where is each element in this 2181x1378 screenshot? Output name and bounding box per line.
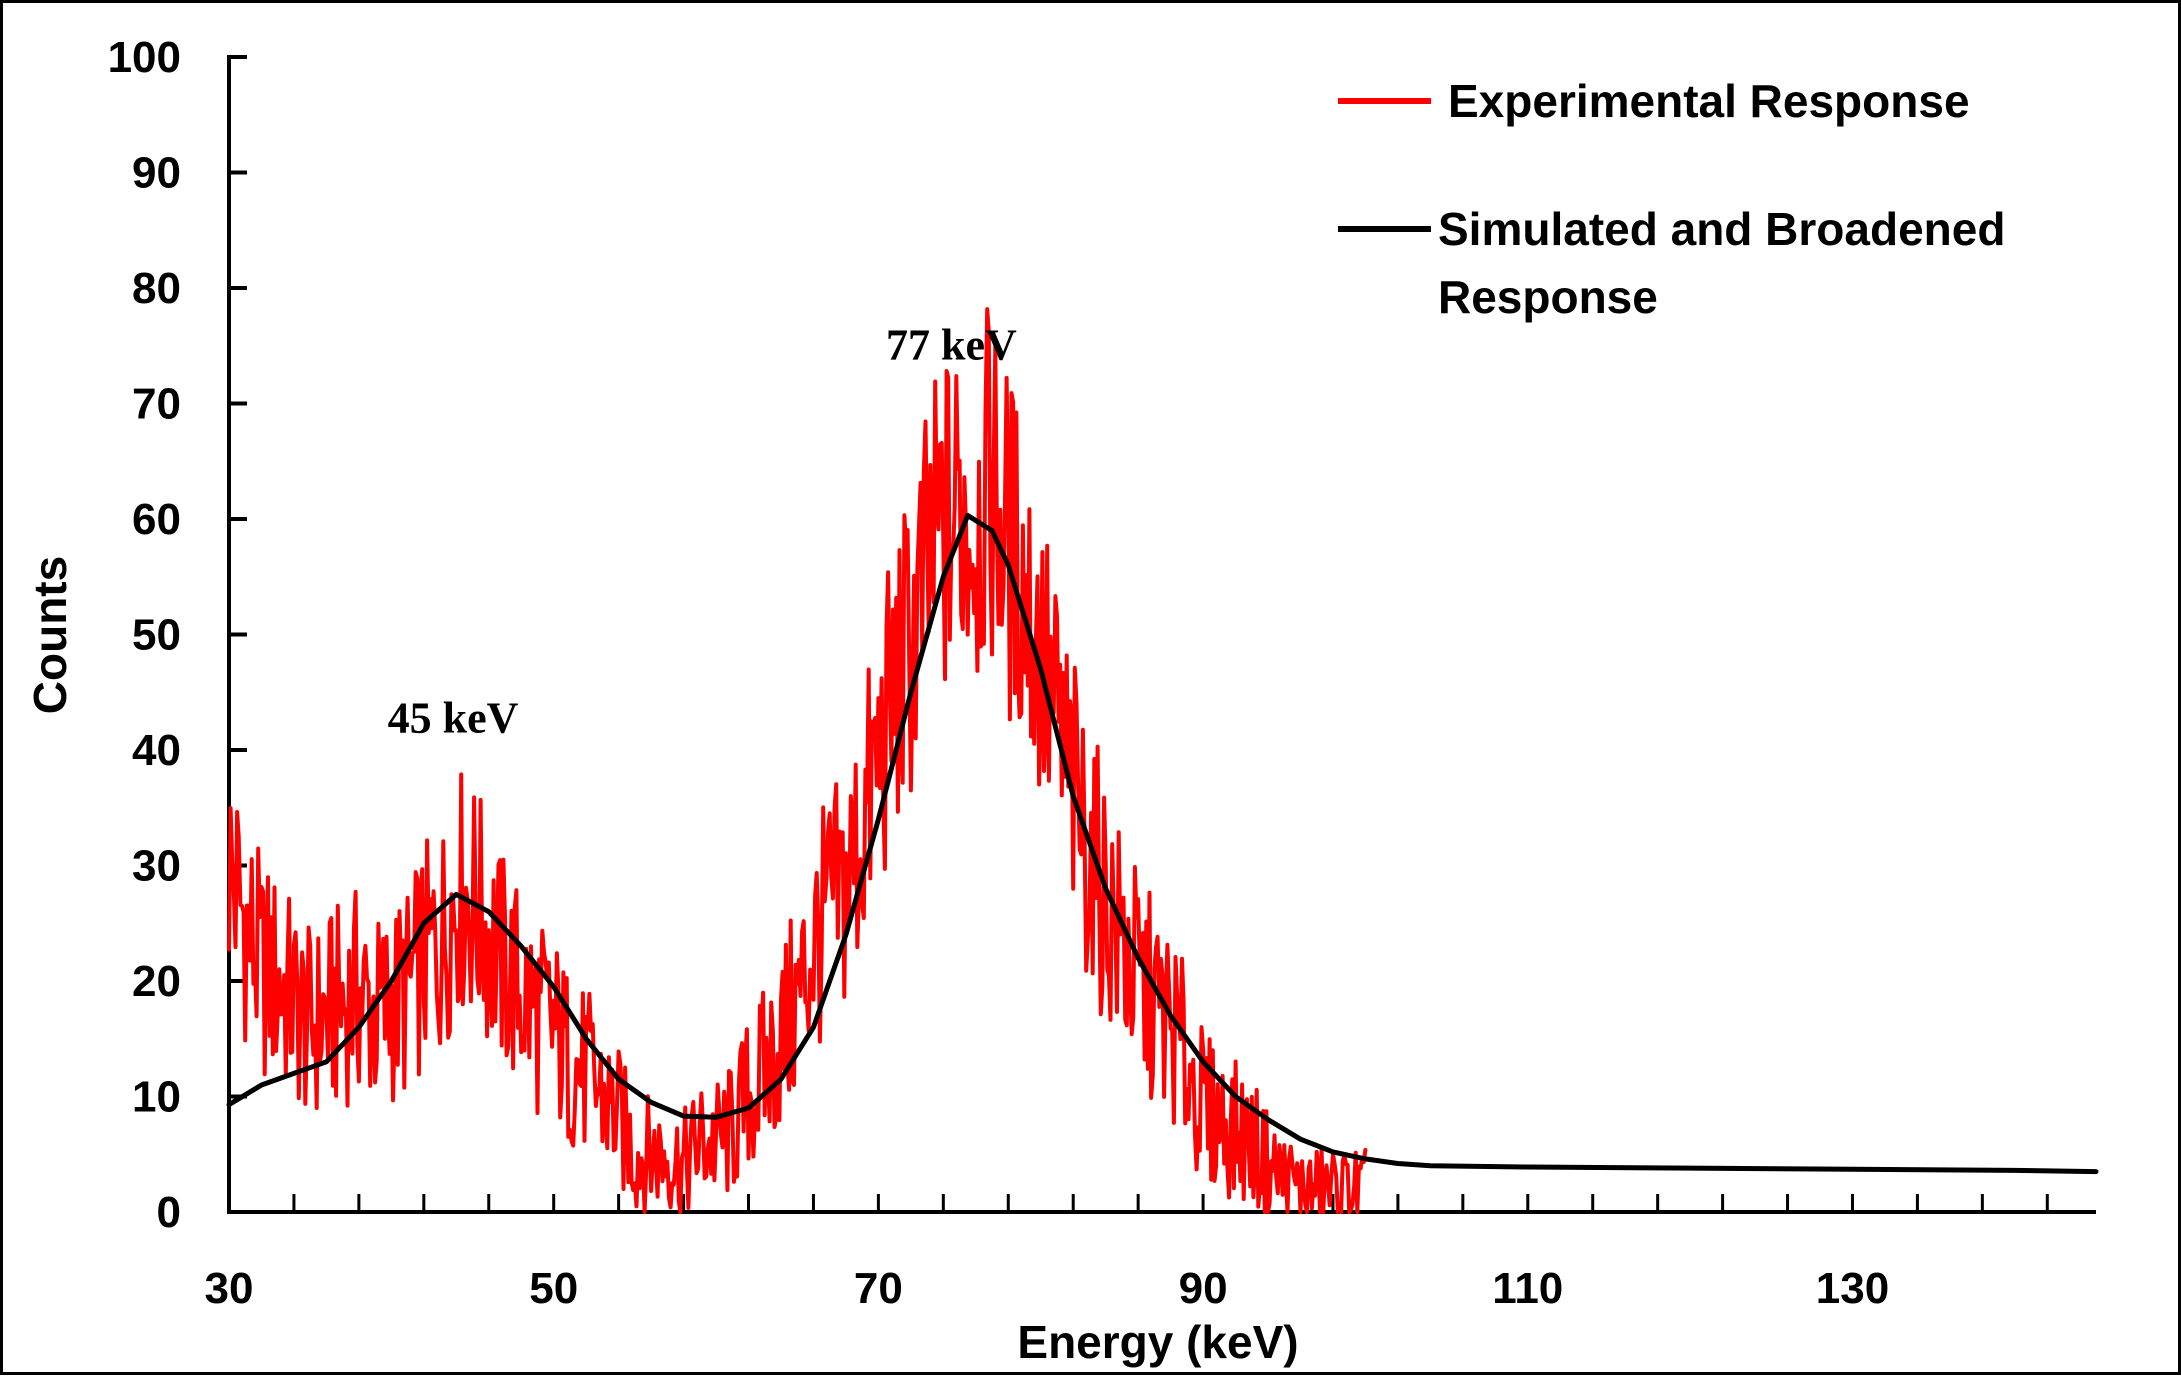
series-simulated-line — [226, 513, 2099, 1175]
legend-label: Experimental Response — [1448, 75, 1970, 127]
x-tick-label: 90 — [1179, 1264, 1228, 1313]
series-experimental-line — [227, 307, 1368, 1214]
x-tick-label: 50 — [529, 1264, 578, 1313]
y-tick-label: 70 — [132, 380, 181, 429]
y-tick-label: 80 — [132, 264, 181, 313]
tick-labels: 0 10 20 30 40 50 60 70 80 90 100 30 50 70 90 110 130 — [108, 33, 1890, 1313]
peak-annotation: 77 keV — [886, 321, 1017, 370]
spectrum-chart: 0 10 20 30 40 50 60 70 80 90 100 30 50 70 90 110 130 45 … — [24, 33, 2099, 1368]
x-axis-title: Energy (keV) — [1017, 1316, 1298, 1368]
x-tick-label: 30 — [205, 1264, 254, 1313]
y-tick-label: 50 — [132, 611, 181, 660]
legend-label: Response — [1438, 271, 1658, 323]
peak-annotation: 45 keV — [388, 694, 519, 743]
x-tick-label: 130 — [1816, 1264, 1889, 1313]
y-tick-label: 30 — [132, 842, 181, 891]
y-tick-label: 20 — [132, 957, 181, 1006]
series-layer — [226, 307, 2099, 1214]
y-tick-label: 10 — [132, 1073, 181, 1122]
y-tick-label: 40 — [132, 726, 181, 775]
y-tick-label: 60 — [132, 495, 181, 544]
legend-label: Simulated and Broadened — [1438, 203, 2005, 255]
x-tick-label: 70 — [854, 1264, 903, 1313]
legend: Experimental Response Simulated and Broad… — [1338, 75, 2005, 323]
y-axis-title: Counts — [24, 556, 76, 714]
annotations: 45 keV 77 keV — [388, 321, 1017, 743]
y-tick-label: 0 — [157, 1188, 181, 1237]
y-tick-label: 100 — [108, 33, 181, 82]
x-tick-label: 110 — [1492, 1264, 1563, 1313]
y-tick-label: 90 — [132, 149, 181, 198]
